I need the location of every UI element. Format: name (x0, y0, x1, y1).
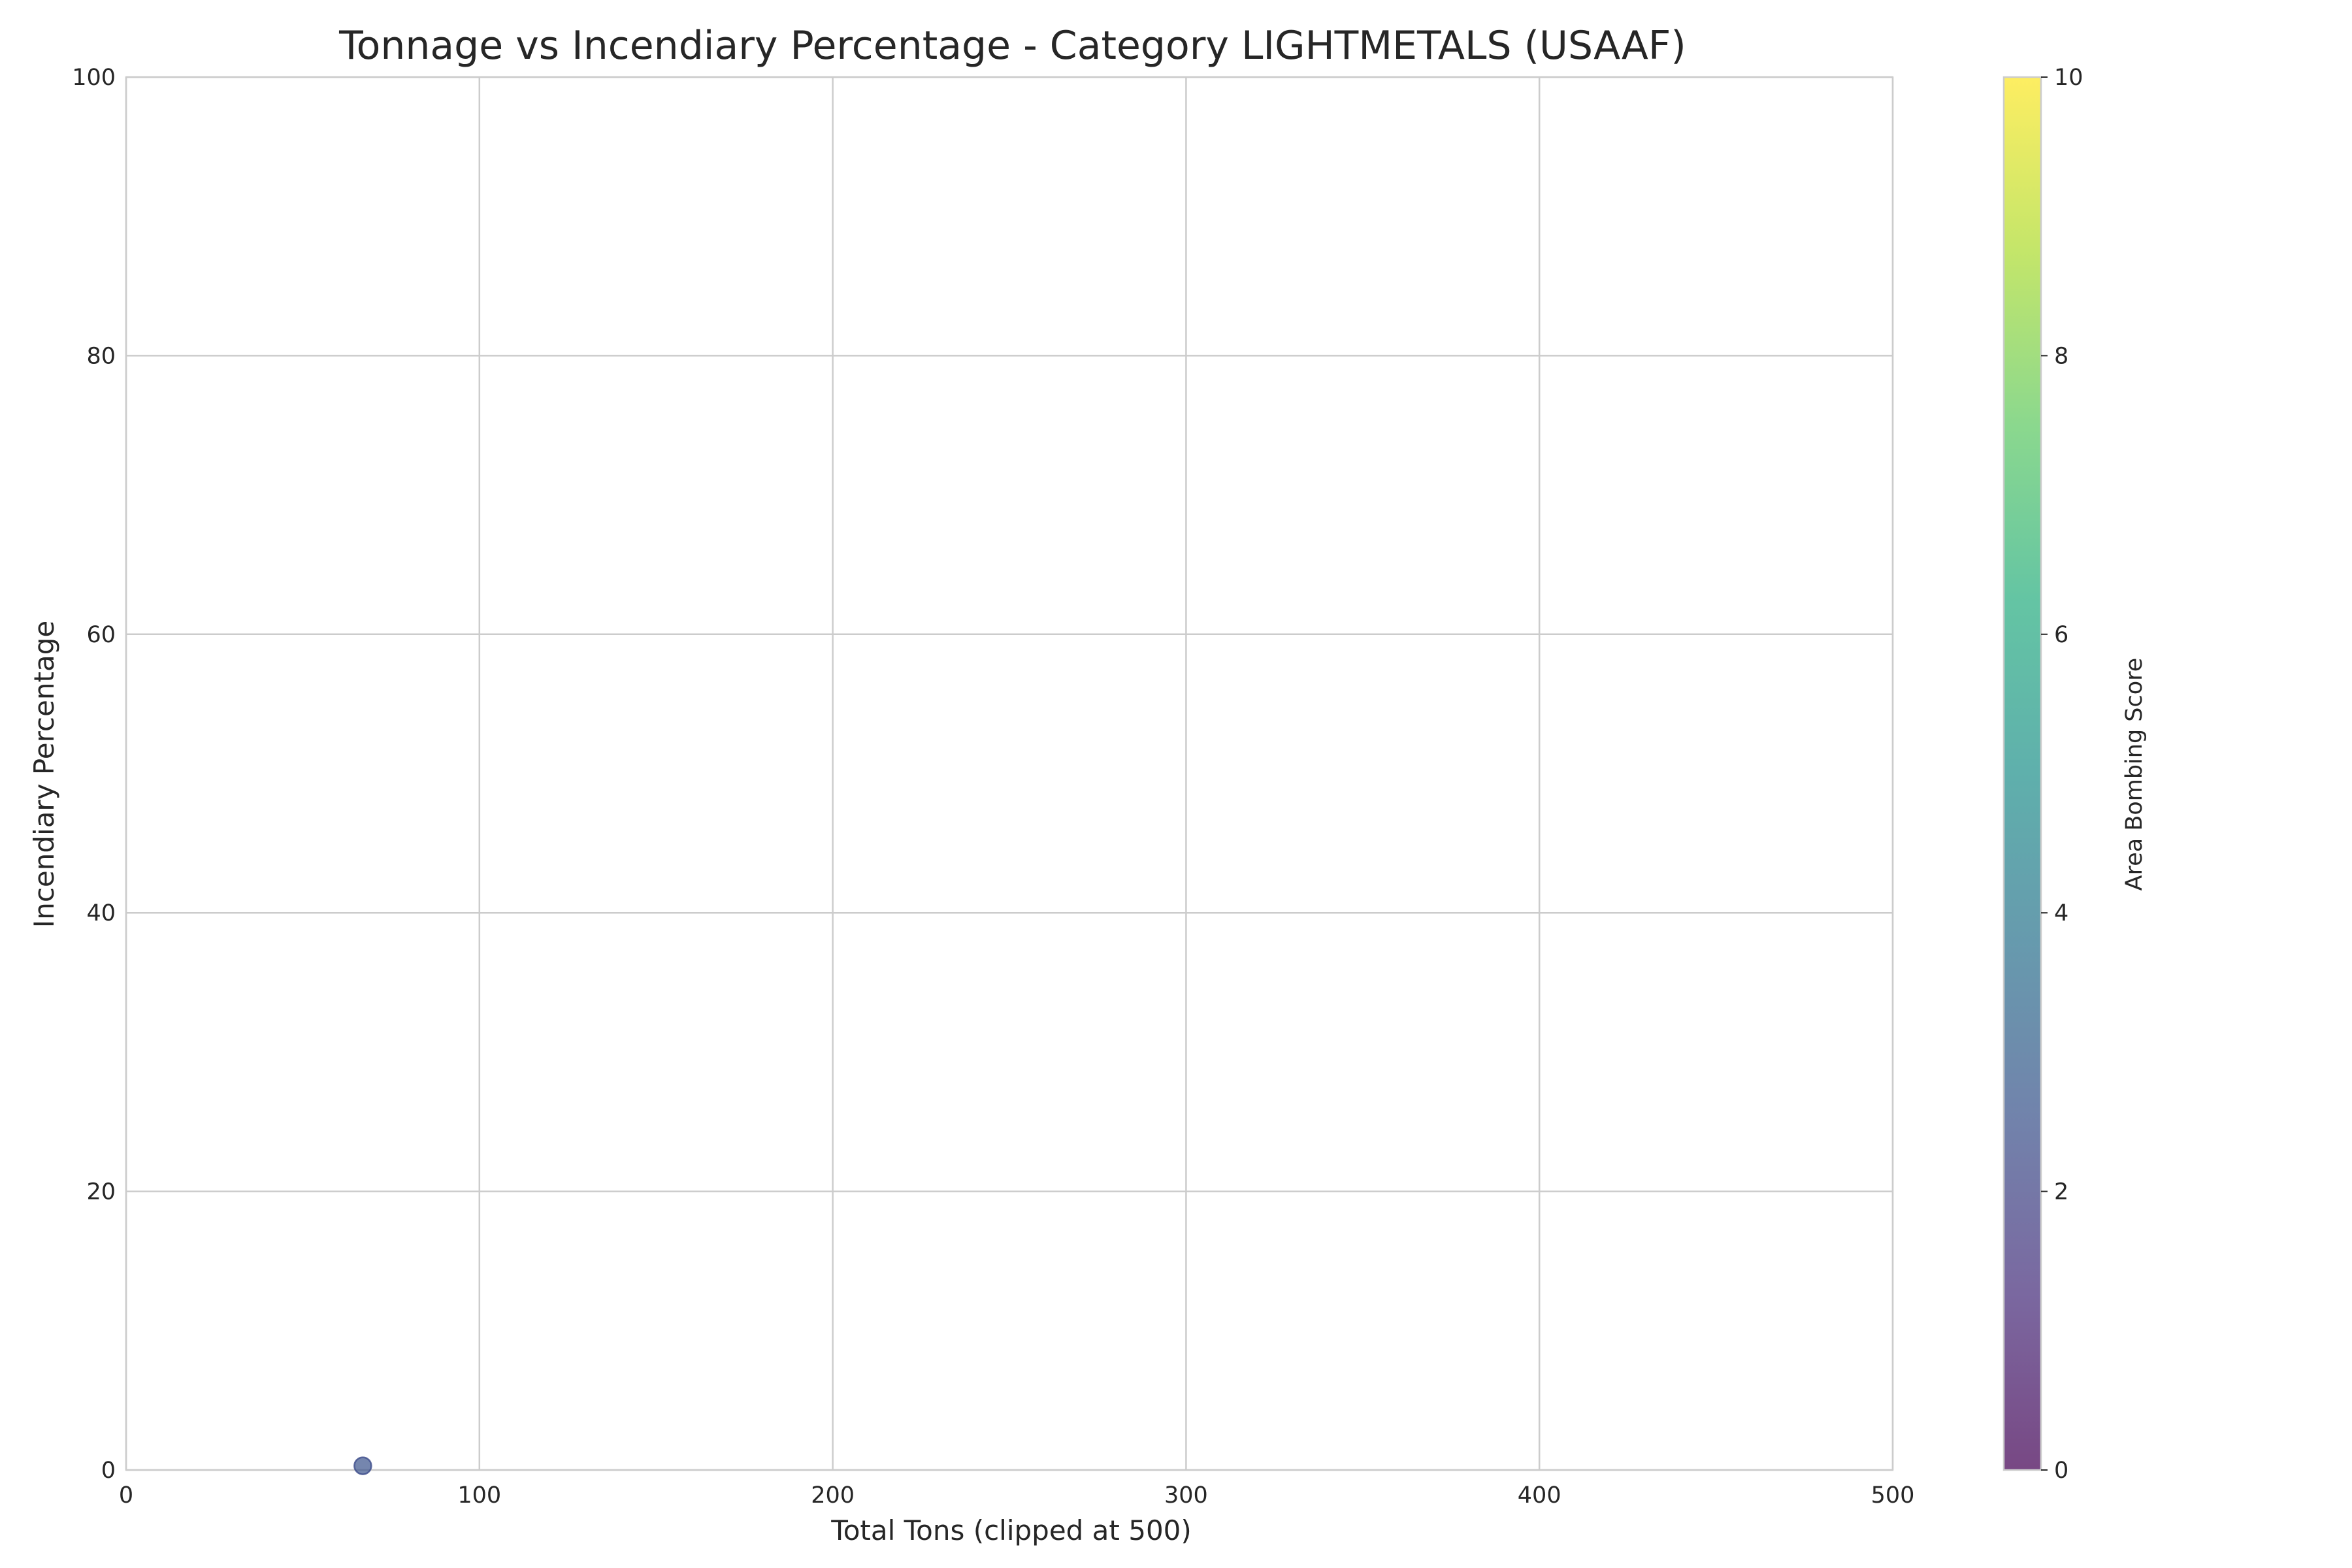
y-tick-label: 60 (86, 622, 116, 648)
x-tick-label: 200 (811, 1482, 855, 1509)
colorbar-tick-label: 2 (2054, 1179, 2068, 1205)
scatter-points (353, 1456, 372, 1475)
colorbar-gradient (2002, 76, 2042, 1471)
colorbar-tick-label: 4 (2054, 900, 2068, 926)
y-tick-label: 40 (86, 900, 116, 926)
x-tick-label: 500 (1871, 1482, 1915, 1509)
x-tick-label: 100 (457, 1482, 501, 1509)
colorbar-tick-label: 8 (2054, 343, 2068, 369)
y-axis-label: Incendiary Percentage (28, 621, 60, 928)
x-tick-label: 300 (1164, 1482, 1208, 1509)
x-tick-label: 0 (119, 1482, 133, 1509)
scatter-point (353, 1456, 372, 1475)
x-tick-label: 400 (1518, 1482, 1561, 1509)
y-tick-label: 80 (86, 343, 116, 369)
grid-lines (125, 76, 1894, 1471)
x-tick-labels: 0 100 200 300 400 500 (119, 1482, 1915, 1509)
colorbar: 0 2 4 6 8 10 Area Bombing Score (2002, 65, 2148, 1484)
chart-title: Tonnage vs Incendiary Percentage - Categ… (338, 23, 1686, 69)
y-tick-label: 20 (86, 1179, 116, 1205)
plot-frame (125, 76, 1894, 1471)
y-tick-label: 100 (72, 65, 116, 91)
x-axis-label: Total Tons (clipped at 500) (830, 1514, 1192, 1546)
y-tick-labels: 0 20 40 60 80 100 (72, 65, 116, 1484)
colorbar-tick-label: 0 (2054, 1458, 2068, 1484)
colorbar-tick-labels: 0 2 4 6 8 10 (2041, 65, 2083, 1484)
y-tick-label: 0 (101, 1458, 116, 1484)
colorbar-tick-label: 6 (2054, 622, 2068, 648)
colorbar-tick-label: 10 (2054, 65, 2083, 91)
colorbar-label: Area Bombing Score (2121, 658, 2148, 891)
plot-area (125, 76, 1894, 1475)
